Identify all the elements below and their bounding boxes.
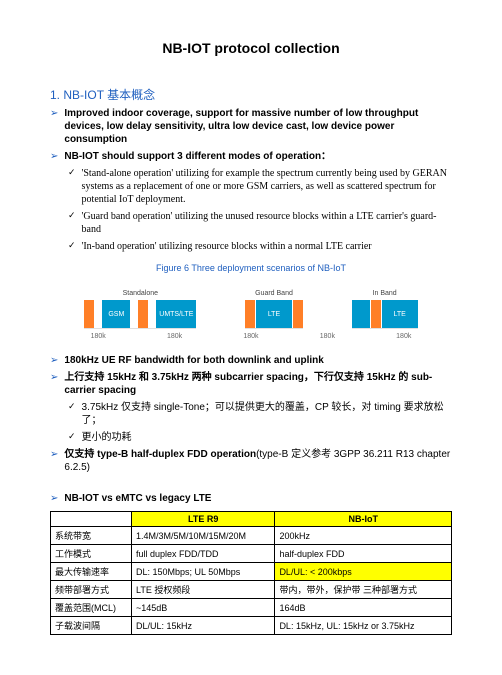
bullet-item: ➢ NB-IOT vs eMTC vs legacy LTE (50, 492, 452, 505)
lte-block: LTE (382, 300, 418, 328)
axis-tick: 180k (396, 333, 411, 340)
cell: LTE 授权频段 (132, 581, 275, 599)
check-icon: ✓ (68, 431, 76, 443)
col-header: LTE R9 (132, 512, 275, 527)
table-row: 子载波间隔 DL/UL: 15kHz DL: 15kHz, UL: 15kHz … (51, 617, 452, 635)
scenario-label: Standalone (123, 290, 158, 297)
cell: DL: 15kHz, UL: 15kHz or 3.75kHz (275, 617, 452, 635)
sub-bullet-item: ✓ 'In-band operation' utilizing resource… (50, 240, 452, 253)
bullet-text: 仅支持 type-B half-duplex FDD operation(typ… (64, 448, 452, 474)
arrow-icon: ➢ (50, 448, 58, 461)
sub-bullet-item: ✓ 'Guard band operation' utilizing the u… (50, 210, 452, 236)
sub-bullet-text: 'Stand-alone operation' utilizing for ex… (82, 167, 452, 206)
doc-title: NB-IOT protocol collection (50, 40, 452, 56)
check-icon: ✓ (68, 401, 76, 413)
row-label: 覆盖范围(MCL) (51, 599, 132, 617)
table-row: 工作模式 full duplex FDD/TDD half-duplex FDD (51, 545, 452, 563)
cell: half-duplex FDD (275, 545, 452, 563)
axis-tick: 180k (243, 333, 258, 340)
col-header: NB-IoT (275, 512, 452, 527)
row-label: 频带部署方式 (51, 581, 132, 599)
deployment-diagram: Standalone GSM UMTS/LTE Guard Band LTE I… (60, 279, 442, 329)
section-title-text: NB-IOT 基本概念 (63, 88, 155, 102)
arrow-icon: ➢ (50, 371, 58, 384)
lte-block (352, 300, 370, 328)
table-corner (51, 512, 132, 527)
check-icon: ✓ (68, 240, 76, 252)
nb-block (138, 300, 148, 328)
cell: DL/UL: < 200kbps (275, 563, 452, 581)
sub-bullet-item: ✓ 'Stand-alone operation' utilizing for … (50, 167, 452, 206)
scenario-standalone: Standalone GSM UMTS/LTE (84, 290, 196, 329)
row-label: 子载波间隔 (51, 617, 132, 635)
check-icon: ✓ (68, 167, 76, 179)
arrow-icon: ➢ (50, 492, 58, 505)
row-label: 工作模式 (51, 545, 132, 563)
cell: 200kHz (275, 527, 452, 545)
sub-bullet-item: ✓ 更小的功耗 (50, 431, 452, 444)
cell: DL/UL: 15kHz (132, 617, 275, 635)
figure-caption: Figure 6 Three deployment scenarios of N… (50, 263, 452, 273)
axis-labels: 180k 180k 180k 180k 180k (60, 333, 442, 340)
bullet-item: ➢ 180kHz UE RF bandwidth for both downli… (50, 354, 452, 367)
cell: 带内，带外，保护带 三种部署方式 (275, 581, 452, 599)
axis-tick: 180k (320, 333, 335, 340)
arrow-icon: ➢ (50, 150, 58, 163)
sub-bullet-text: 'In-band operation' utilizing resource b… (82, 240, 372, 253)
axis-tick: 180k (167, 333, 182, 340)
umts-block: UMTS/LTE (156, 300, 196, 328)
sub-bullet-text: 更小的功耗 (82, 431, 132, 444)
section-heading: 1. NB-IOT 基本概念 (50, 86, 452, 103)
row-label: 系统带宽 (51, 527, 132, 545)
table-header-row: LTE R9 NB-IoT (51, 512, 452, 527)
bullet-text: NB-IOT vs eMTC vs legacy LTE (64, 492, 211, 505)
cell: full duplex FDD/TDD (132, 545, 275, 563)
bullet-item: ➢ Improved indoor coverage, support for … (50, 107, 452, 146)
scenario-label: Guard Band (255, 290, 293, 297)
sub-bullet-text: 3.75kHz 仅支持 single-Tone；可以提供更大的覆盖，CP 较长，… (82, 401, 452, 427)
table-row: 系统带宽 1.4M/3M/5M/10M/15M/20M 200kHz (51, 527, 452, 545)
sub-bullet-item: ✓ 3.75kHz 仅支持 single-Tone；可以提供更大的覆盖，CP 较… (50, 401, 452, 427)
table-row: 频带部署方式 LTE 授权频段 带内，带外，保护带 三种部署方式 (51, 581, 452, 599)
bullet-bold: 仅支持 type-B half-duplex FDD operation (64, 449, 256, 460)
scenario-guardband: Guard Band LTE (245, 290, 303, 329)
nb-block (84, 300, 94, 328)
cell: 1.4M/3M/5M/10M/15M/20M (132, 527, 275, 545)
sub-bullet-text: 'Guard band operation' utilizing the unu… (82, 210, 452, 236)
row-label: 最大传输速率 (51, 563, 132, 581)
section-number: 1. (50, 88, 60, 102)
cell: DL: 150Mbps; UL 50Mbps (132, 563, 275, 581)
scenario-inband: In Band LTE (352, 290, 418, 329)
check-icon: ✓ (68, 210, 76, 222)
bullet-text: Improved indoor coverage, support for ma… (64, 107, 452, 146)
bullet-text: 180kHz UE RF bandwidth for both downlink… (64, 354, 323, 367)
cell: 164dB (275, 599, 452, 617)
table-row: 最大传输速率 DL: 150Mbps; UL 50Mbps DL/UL: < 2… (51, 563, 452, 581)
gsm-block: GSM (102, 300, 130, 328)
nb-block (371, 300, 381, 328)
comparison-table: LTE R9 NB-IoT 系统带宽 1.4M/3M/5M/10M/15M/20… (50, 511, 452, 635)
nb-block (245, 300, 255, 328)
nb-block (293, 300, 303, 328)
arrow-icon: ➢ (50, 107, 58, 120)
bullet-item: ➢ 仅支持 type-B half-duplex FDD operation(t… (50, 448, 452, 474)
table-row: 覆盖范围(MCL) ~145dB 164dB (51, 599, 452, 617)
bullet-item: ➢ NB-IOT should support 3 different mode… (50, 150, 452, 163)
bullet-text: NB-IOT should support 3 different modes … (64, 150, 331, 163)
scenario-label: In Band (373, 290, 397, 297)
arrow-icon: ➢ (50, 354, 58, 367)
axis-tick: 180k (91, 333, 106, 340)
bullet-item: ➢ 上行支持 15kHz 和 3.75kHz 两种 subcarrier spa… (50, 371, 452, 397)
cell: ~145dB (132, 599, 275, 617)
lte-block: LTE (256, 300, 292, 328)
bullet-text: 上行支持 15kHz 和 3.75kHz 两种 subcarrier spaci… (64, 371, 452, 397)
